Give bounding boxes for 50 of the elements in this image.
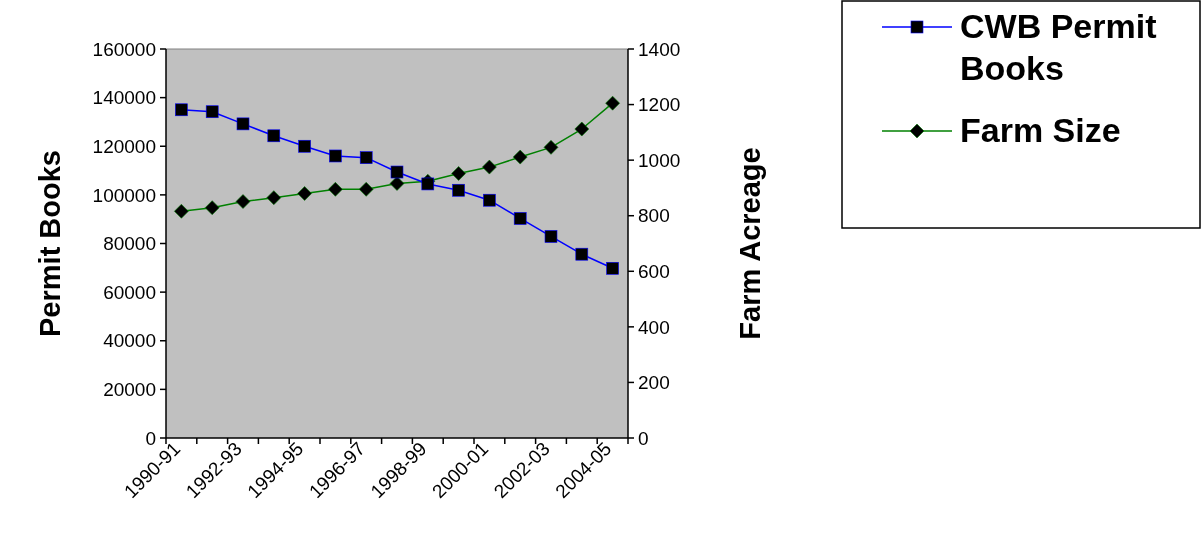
point bbox=[205, 105, 219, 119]
point bbox=[297, 186, 312, 201]
point bbox=[204, 200, 220, 215]
y2-tick-label: 1200 bbox=[638, 94, 681, 116]
point bbox=[175, 103, 188, 117]
y2-tick-label: 200 bbox=[638, 372, 670, 394]
y-tick-label: 160000 bbox=[92, 38, 156, 60]
point bbox=[451, 166, 466, 181]
y-tick-label: 40000 bbox=[103, 330, 156, 352]
y-tick-label: 120000 bbox=[92, 135, 156, 157]
point bbox=[389, 176, 405, 191]
point bbox=[235, 194, 251, 209]
point bbox=[298, 139, 311, 153]
point bbox=[483, 193, 496, 207]
y-axis-title: Permit Books bbox=[34, 150, 66, 337]
point bbox=[390, 165, 404, 179]
point bbox=[266, 190, 282, 205]
point bbox=[543, 140, 559, 155]
y-tick-label: 80000 bbox=[103, 233, 156, 255]
point bbox=[359, 151, 373, 164]
point bbox=[482, 159, 497, 175]
point bbox=[512, 149, 528, 165]
y-tick-label: 60000 bbox=[103, 281, 156, 303]
point bbox=[575, 247, 589, 261]
point bbox=[544, 230, 558, 243]
point bbox=[605, 95, 620, 111]
point bbox=[174, 203, 189, 219]
point bbox=[606, 262, 619, 275]
y2-tick-label: 0 bbox=[638, 427, 649, 449]
point bbox=[267, 129, 281, 143]
y2-tick-label: 1000 bbox=[638, 149, 681, 171]
y-tick-label: 20000 bbox=[103, 379, 156, 401]
y2-tick-label: 800 bbox=[638, 205, 670, 227]
point bbox=[574, 121, 590, 137]
point bbox=[236, 117, 250, 131]
point bbox=[329, 149, 342, 163]
point bbox=[421, 177, 435, 191]
y-tick-label: 0 bbox=[145, 427, 156, 449]
point bbox=[328, 182, 343, 197]
legend-label: CWB Permit Books bbox=[960, 7, 1157, 87]
point bbox=[452, 183, 465, 197]
y-tick-label: 100000 bbox=[92, 184, 156, 206]
y2-tick-label: 400 bbox=[638, 316, 670, 338]
point bbox=[513, 212, 527, 225]
y-tick-label: 140000 bbox=[92, 87, 156, 109]
point bbox=[358, 182, 374, 197]
y2-axis-title: Farm Acreage bbox=[734, 147, 766, 340]
legend-label: Farm Size bbox=[960, 111, 1121, 149]
y2-tick-label: 1400 bbox=[638, 38, 681, 60]
y2-tick-label: 600 bbox=[638, 260, 670, 282]
